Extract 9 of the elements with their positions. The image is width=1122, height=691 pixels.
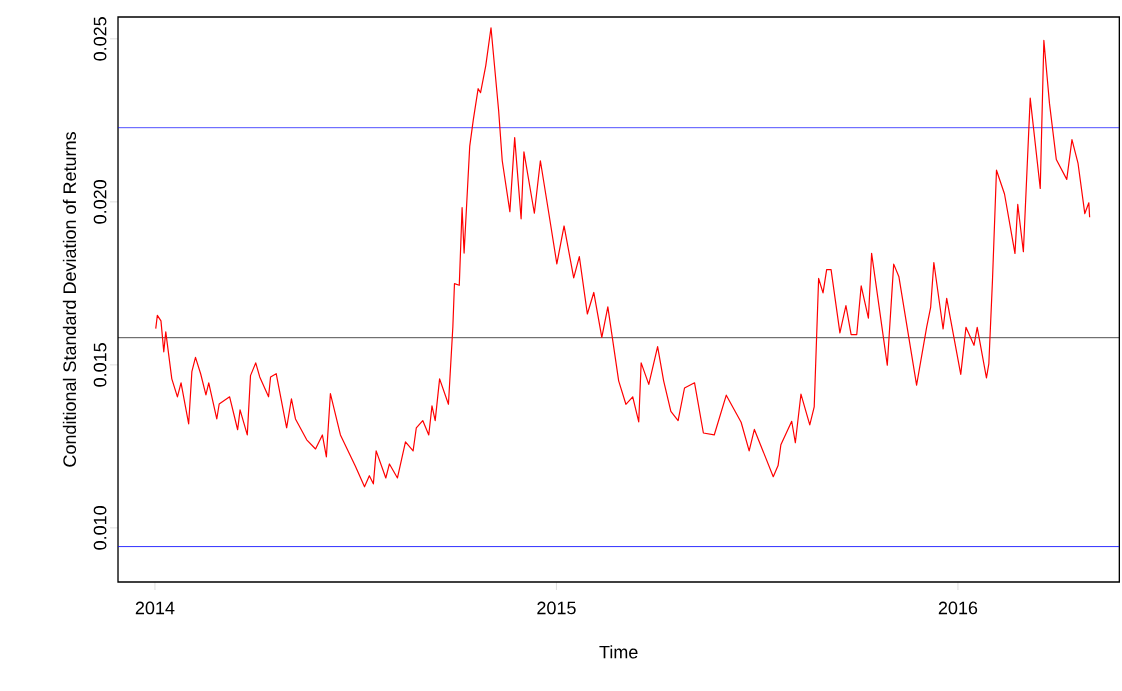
x-axis-title: Time xyxy=(599,645,638,659)
y-tick-label: 0.020 xyxy=(93,180,107,224)
x-tick-label: 2014 xyxy=(135,601,175,615)
y-tick-label: 0.015 xyxy=(93,343,107,387)
y-tick-label: 0.010 xyxy=(93,506,107,550)
y-axis-title: Conditional Standard Deviation of Returns xyxy=(62,132,77,467)
y-tick-label: 0.025 xyxy=(93,17,107,61)
x-tick-label: 2015 xyxy=(537,601,576,615)
x-tick-label: 2016 xyxy=(938,601,978,615)
